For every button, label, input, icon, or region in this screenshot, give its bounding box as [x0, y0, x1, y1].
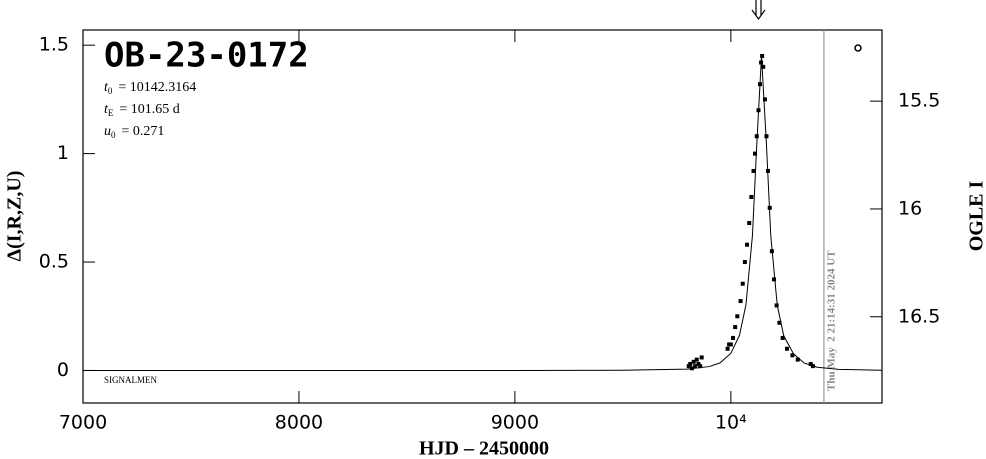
now-label: Thu May 2 21:14:31 2024 UT [825, 250, 837, 391]
parameter-value: = 0.271 [122, 124, 165, 139]
data-point [735, 314, 740, 319]
t0-arrows [751, 0, 766, 21]
data-point [725, 346, 730, 351]
parameter: tE = 101.65 d [104, 102, 180, 118]
x-tick-label: 10⁴ [715, 412, 747, 434]
data-point [774, 303, 779, 308]
data-point [688, 361, 693, 366]
y-tick-label: 1.5 [39, 34, 69, 56]
parameter-subscript: 0 [111, 130, 116, 140]
data-point [790, 353, 795, 358]
data-point [753, 151, 758, 156]
y-tick-label: 0.5 [39, 251, 69, 273]
data-point [691, 359, 696, 364]
data-point [747, 221, 752, 226]
y-axis-label: Δ(I,R,Z,U) [4, 171, 26, 262]
data-point [699, 355, 704, 360]
data-point [728, 342, 733, 347]
x-axis-label: HJD – 2450000 [419, 438, 549, 459]
note: SIGNALMEN [104, 375, 157, 385]
parameter-value: = 10142.3164 [118, 80, 196, 95]
data-point [698, 364, 703, 369]
y2-tick-label: 15.5 [898, 90, 940, 112]
data-point [730, 335, 735, 340]
data-point [780, 335, 785, 340]
y-tick-label: 1 [57, 142, 69, 164]
data-point [777, 320, 782, 325]
data-point [749, 194, 754, 199]
y2-axis-label: OGLE I [966, 180, 986, 251]
parameter-symbol: t [104, 80, 109, 95]
parameter-value: = 101.65 d [119, 102, 179, 117]
parameter-subscript: 0 [108, 86, 113, 96]
data-point [772, 277, 777, 282]
y2-tick-label: 16 [898, 197, 922, 219]
data-point [751, 168, 756, 173]
parameter-subscript: E [108, 108, 114, 118]
data-point [808, 361, 813, 366]
data-point [795, 357, 800, 362]
data-point [745, 242, 750, 247]
data-point [694, 357, 699, 362]
parameter-symbol: t [104, 102, 109, 117]
data-point [693, 364, 698, 369]
y2-tick-label: 16.5 [898, 305, 940, 327]
data-point [784, 346, 789, 351]
data-point [760, 54, 765, 59]
data-point [733, 325, 738, 330]
parameter: t0 = 10142.3164 [104, 80, 196, 96]
data-point [761, 64, 766, 69]
data-point [696, 361, 701, 366]
data-point [762, 97, 767, 102]
chart-title: OB-23-0172 [104, 36, 309, 76]
data-point [686, 364, 691, 369]
marker [854, 44, 862, 52]
x-tick-label: 8000 [275, 412, 323, 434]
data-point [738, 299, 743, 304]
x-tick-label: 7000 [59, 412, 107, 434]
data-point [740, 281, 745, 286]
parameter: u0 = 0.271 [104, 124, 164, 140]
model-curve [83, 55, 883, 371]
x-tick-label: 9000 [491, 412, 539, 434]
y-tick-label: 0 [57, 359, 69, 381]
plot-frame [82, 29, 883, 404]
data-point [742, 260, 747, 265]
parameter-symbol: u [104, 124, 111, 139]
